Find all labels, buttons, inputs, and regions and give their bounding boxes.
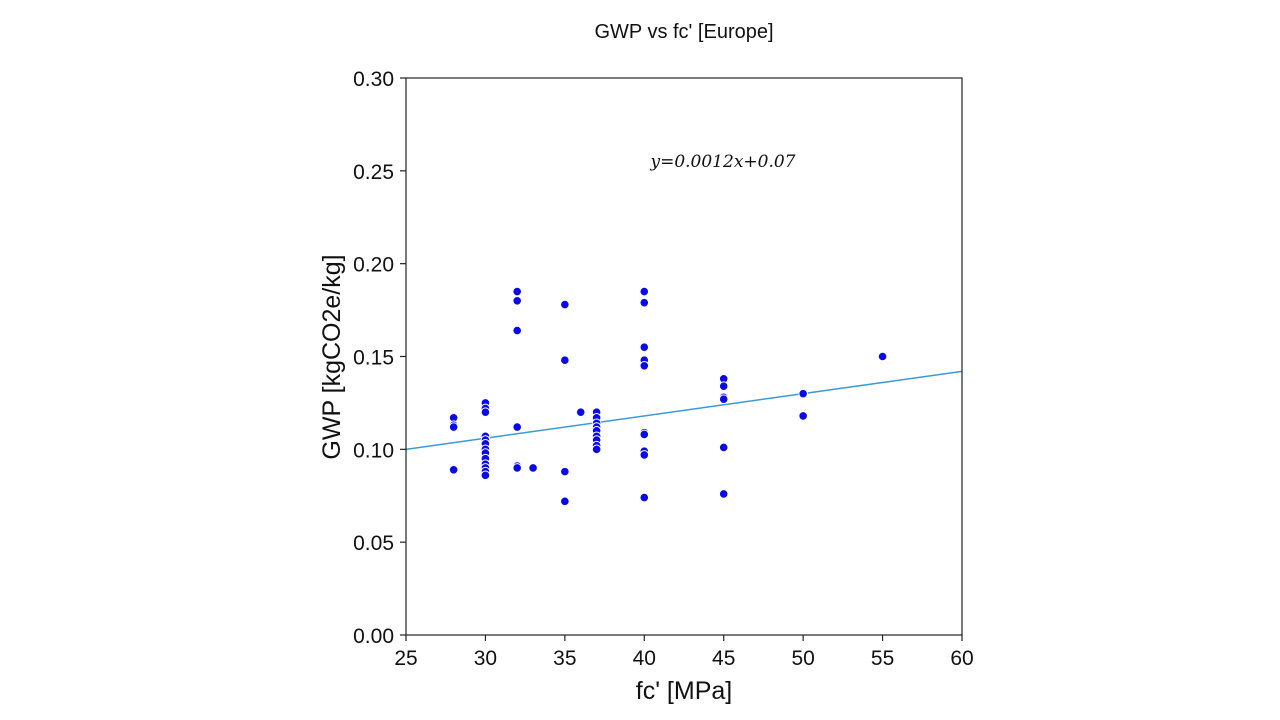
y-tick-label: 0.20 [353,254,394,277]
y-tick-label: 0.05 [353,532,394,555]
data-point [480,407,491,418]
data-point [560,496,570,507]
data-point [639,342,650,353]
data-point [718,442,729,453]
data-point [798,388,808,399]
data-point [512,296,523,306]
data-point [639,360,650,371]
fit-layer [405,370,963,451]
data-point [639,429,650,440]
x-tick-label: 40 [633,647,656,670]
y-axis: 0.00 0.05 0.10 0.15 0.20 0.25 0.30 [353,68,406,648]
points-layer [448,286,888,507]
data-point [718,489,729,499]
data-point [639,450,650,460]
data-point [512,422,523,432]
data-point [639,286,650,297]
y-tick-label: 0.10 [353,439,394,462]
data-point [512,463,523,473]
data-point [718,394,729,405]
data-point [798,411,808,421]
data-point [877,351,888,362]
data-point [448,422,459,432]
data-point [639,492,650,503]
data-point [591,444,602,455]
data-point [560,466,570,477]
fit-line [405,370,963,451]
x-tick-label: 45 [712,647,735,670]
data-point [448,464,459,475]
data-point [528,463,538,473]
x-tick-label: 35 [553,647,576,670]
x-tick-label: 60 [950,647,973,670]
data-point [639,297,650,308]
y-tick-label: 0.25 [353,161,394,184]
data-point [718,381,729,392]
x-tick-label: 55 [871,647,894,670]
chart-title: GWP vs fc' [Europe] [594,21,773,43]
data-point [512,286,523,297]
y-tick-label: 0.00 [353,625,394,648]
x-tick-label: 30 [474,647,497,670]
y-axis-label: GWP [kgCO2e/kg] [318,254,346,459]
fit-equation: y=0.0012x+0.07 [649,152,795,172]
x-axis-label: fc' [MPa] [636,677,732,705]
x-tick-label: 50 [791,647,814,670]
y-tick-label: 0.15 [353,347,394,370]
data-point [560,355,570,366]
data-point [512,325,523,336]
data-point [560,299,570,310]
data-point [575,407,586,418]
y-tick-label: 0.30 [353,68,394,91]
x-tick-label: 25 [394,647,417,670]
data-point [480,470,491,481]
x-axis: 25 30 35 40 45 50 55 60 [394,635,974,670]
